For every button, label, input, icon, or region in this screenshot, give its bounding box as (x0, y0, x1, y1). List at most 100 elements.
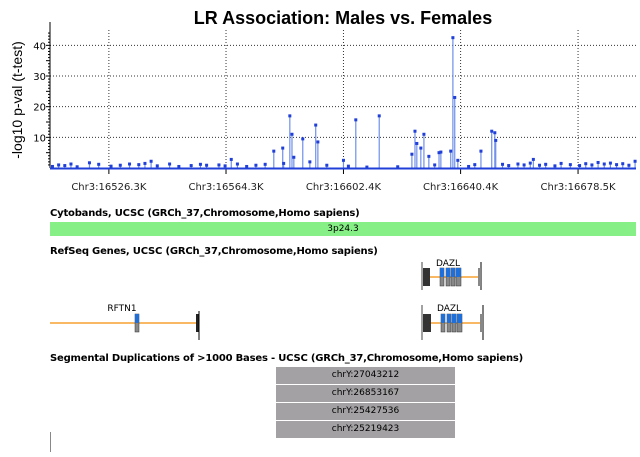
gene-label-dazl: DAZL (436, 259, 460, 269)
x-tick-label: Chr3:16678.5K (541, 182, 617, 193)
data-point (223, 164, 227, 168)
segdup-item[interactable]: chrY:25427536 (276, 403, 455, 420)
data-point (50, 164, 54, 168)
gene-dazl-2[interactable]: DAZL (421, 304, 484, 340)
data-point (522, 163, 526, 167)
segdup-track-title: Segmental Duplications of >1000 Bases - … (50, 353, 524, 364)
data-point (308, 160, 312, 164)
data-point (109, 164, 113, 168)
data-point (473, 163, 477, 167)
data-point (396, 165, 400, 169)
segdup-item[interactable]: chrY:26853167 (276, 385, 455, 402)
y-tick-label: 10 (33, 133, 46, 144)
data-point (449, 149, 453, 153)
data-point (272, 149, 276, 153)
data-point (290, 132, 294, 136)
data-point (143, 161, 147, 165)
data-point (63, 164, 67, 168)
data-point (584, 162, 588, 166)
data-point (415, 141, 419, 145)
y-tick-label: 30 (33, 72, 46, 83)
data-point (75, 165, 79, 169)
segdup-label: chrY:27043212 (331, 370, 400, 380)
data-point (422, 132, 426, 136)
data-point (413, 129, 417, 133)
data-point (419, 146, 423, 150)
data-point (354, 118, 358, 122)
data-point (568, 163, 572, 167)
segdup-label: chrY:25219423 (331, 424, 400, 434)
cytoband-3p24.3[interactable]: 3p24.3 (50, 222, 636, 236)
segdup-item[interactable]: chrY:27043212 (276, 367, 455, 384)
data-point (493, 131, 497, 135)
data-point (314, 123, 318, 127)
data-point (590, 163, 594, 167)
gene-label-dazl: DAZL (437, 304, 461, 314)
data-point (479, 149, 483, 153)
data-point (553, 164, 557, 168)
data-point (69, 162, 73, 166)
cytoband-label: 3p24.3 (327, 224, 359, 234)
x-tick-label: Chr3:16640.4K (423, 182, 499, 193)
data-point (433, 163, 437, 167)
data-point (427, 154, 431, 158)
y-tick-label: 40 (33, 41, 46, 52)
data-point (490, 129, 494, 133)
data-point (602, 162, 606, 166)
cytobands-track-title: Cytobands, UCSC (GRCh_37,Chromosome,Homo… (50, 208, 360, 219)
data-point (189, 164, 193, 168)
data-point (507, 164, 511, 168)
gene-dazl-1[interactable]: DAZL (421, 259, 482, 290)
data-point (149, 159, 153, 163)
chart-title: LR Association: Males vs. Females (194, 8, 492, 28)
x-tick-label: Chr3:16564.3K (188, 182, 264, 193)
data-point (217, 163, 221, 167)
data-point (437, 151, 441, 155)
gene-rftn1[interactable]: RFTN1 (50, 304, 200, 340)
data-point (453, 95, 457, 99)
data-point (439, 150, 443, 154)
data-point (288, 114, 292, 118)
data-point (377, 114, 381, 118)
data-point (245, 164, 249, 168)
data-point (229, 157, 233, 161)
data-point (118, 163, 122, 167)
x-tick-label: Chr3:16526.3K (71, 182, 147, 193)
data-point (57, 163, 61, 167)
data-point (516, 162, 520, 166)
data-point (205, 163, 209, 167)
data-point (155, 164, 159, 168)
data-point (365, 165, 369, 169)
data-point (531, 157, 535, 161)
data-point (410, 152, 414, 156)
data-point (559, 161, 563, 165)
data-point (137, 163, 141, 167)
refseq-track-title: RefSeq Genes, UCSC (GRCh_37,Chromosome,H… (50, 246, 378, 257)
segdup-item[interactable]: chrY:25219423 (276, 421, 455, 438)
data-point (168, 162, 172, 166)
data-point (538, 163, 542, 167)
data-point (346, 164, 350, 168)
data-point (177, 164, 181, 168)
data-point (578, 164, 582, 168)
data-point (325, 163, 329, 167)
data-point (87, 161, 91, 165)
segdup-label: chrY:25427536 (331, 406, 400, 416)
data-point (596, 160, 600, 164)
data-point (281, 146, 285, 150)
data-point (292, 155, 296, 159)
data-point (528, 161, 532, 165)
data-point (456, 158, 460, 162)
data-point (627, 163, 631, 167)
data-point (621, 162, 625, 166)
segdup-label: chrY:26853167 (331, 388, 400, 398)
data-point (494, 138, 498, 142)
gene-label-rftn1: RFTN1 (107, 304, 136, 314)
data-point (501, 162, 505, 166)
data-point (544, 162, 548, 166)
data-point (341, 158, 345, 162)
data-point (282, 161, 286, 165)
data-point (198, 162, 202, 166)
data-point (254, 163, 258, 167)
data-point (451, 36, 455, 40)
